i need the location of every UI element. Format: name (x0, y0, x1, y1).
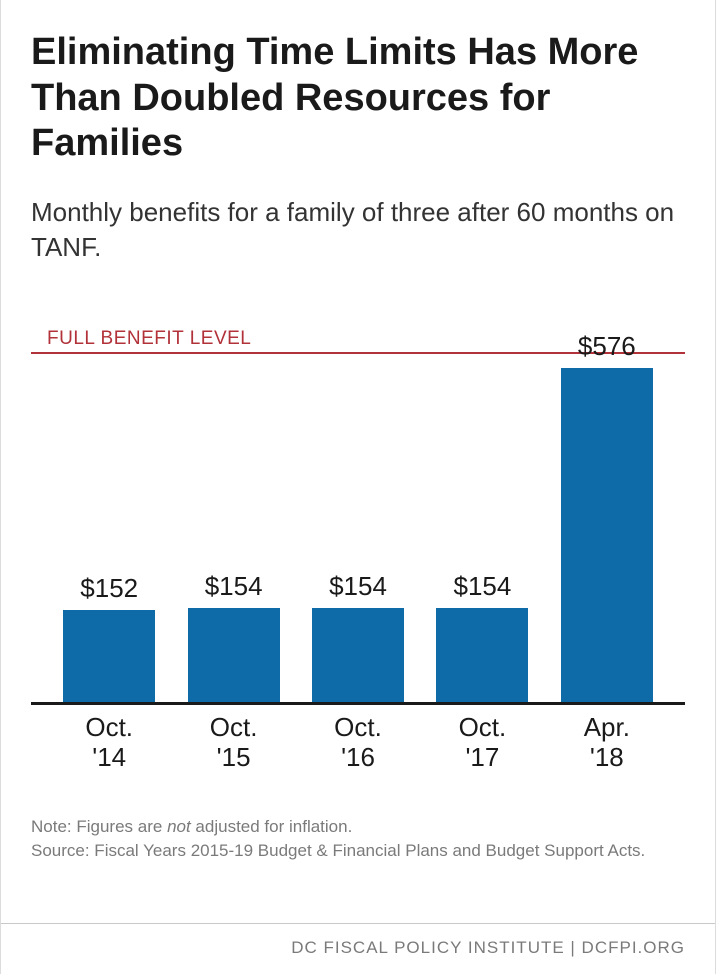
bar-value-label: $154 (454, 571, 512, 602)
bar (312, 608, 404, 702)
chart-notes: Note: Figures are not adjusted for infla… (31, 815, 685, 863)
bar (63, 610, 155, 702)
plot-area: $152 $154 $154 $154 $576 (31, 331, 685, 705)
note-suffix: adjusted for inflation. (191, 817, 353, 836)
bar (188, 608, 280, 702)
bar-group: $154 (171, 331, 295, 702)
note-line: Note: Figures are not adjusted for infla… (31, 815, 685, 839)
x-axis-label: Oct.'17 (420, 713, 544, 775)
note-em: not (167, 817, 191, 836)
bar-group: $154 (296, 331, 420, 702)
bar-group: $576 (545, 331, 669, 702)
x-axis-label: Apr.'18 (545, 713, 669, 775)
chart-title: Eliminating Time Limits Has More Than Do… (31, 30, 685, 167)
bar (436, 608, 528, 702)
bar-chart: FULL BENEFIT LEVEL $152$154$154$154$576 … (31, 305, 685, 775)
bar-value-label: $576 (578, 331, 636, 362)
x-axis-label: Oct.'16 (296, 713, 420, 775)
bar-value-label: $154 (329, 571, 387, 602)
x-axis-label: Oct.'14 (47, 713, 171, 775)
chart-card: Eliminating Time Limits Has More Than Do… (0, 0, 716, 974)
x-axis-labels: Oct.'14Oct.'15Oct.'16Oct.'17Apr.'18 (31, 705, 685, 775)
source-line: Source: Fiscal Years 2015-19 Budget & Fi… (31, 839, 685, 863)
bar-value-label: $154 (205, 571, 263, 602)
bar-value-label: $152 (80, 573, 138, 604)
footer-attribution: DC FISCAL POLICY INSTITUTE | DCFPI.ORG (1, 923, 715, 974)
bar-group: $152 (47, 331, 171, 702)
chart-subtitle: Monthly benefits for a family of three a… (31, 195, 685, 265)
x-axis-label: Oct.'15 (171, 713, 295, 775)
bar (561, 368, 653, 702)
note-prefix: Note: Figures are (31, 817, 167, 836)
bar-group: $154 (420, 331, 544, 702)
